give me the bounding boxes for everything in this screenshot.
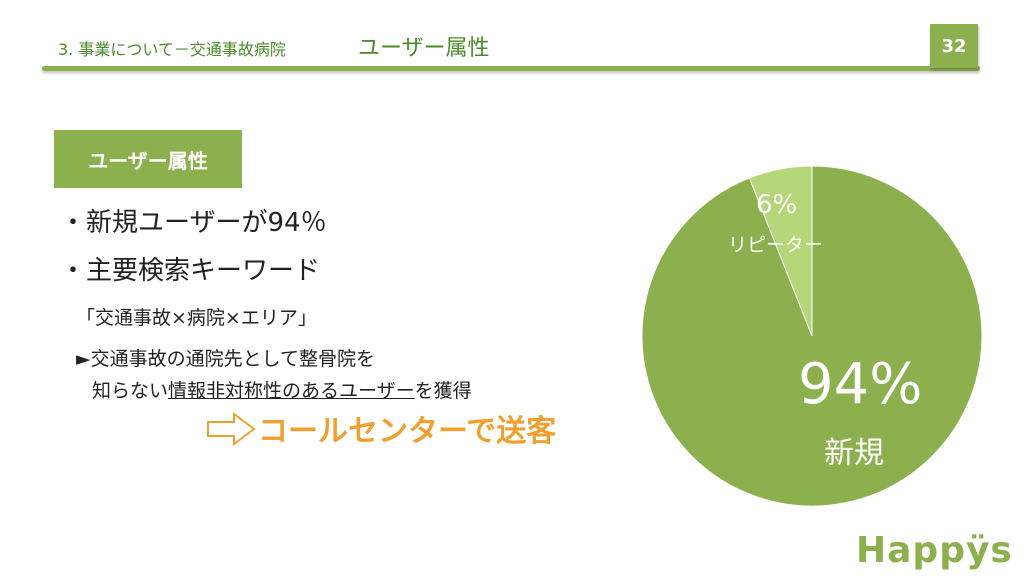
bullet-new-users: ・新規ユーザーが94％ <box>60 208 327 238</box>
note-underlined: 情報非対称性のあるユーザー <box>168 380 415 402</box>
slice-label-new: 新規 <box>824 436 884 471</box>
slice-label-repeater-percent: 6% <box>756 190 798 220</box>
pie-slice-1 <box>748 165 813 337</box>
pie-slice-0 <box>641 165 983 507</box>
callout-text: コールセンターで送客 <box>258 414 557 449</box>
slice-label-repeater: リピーター <box>728 234 824 256</box>
arrow-right-icon <box>207 412 256 446</box>
keyword-line: 「交通事故×病院×エリア」 <box>76 307 317 329</box>
note-line-1: ►交通事故の通院先として整骨院を <box>76 348 376 370</box>
note-line-2: 知らない情報非対称性のあるユーザーを獲得 <box>92 376 472 403</box>
page-number-badge: 32 <box>930 24 978 68</box>
note-prefix: 知らない <box>92 380 169 402</box>
slice-label-new-percent: 94% <box>798 352 923 417</box>
bullet-keywords: ・主要検索キーワード <box>60 256 321 286</box>
section-label: ユーザー属性 <box>54 130 242 188</box>
header-subtitle: 3. 事業について－交通事故病院 <box>58 40 286 59</box>
happys-logo: Happÿs <box>856 530 1013 571</box>
page-title: ユーザー属性 <box>358 36 490 61</box>
note-suffix: を獲得 <box>414 380 472 402</box>
header-divider <box>42 66 980 71</box>
